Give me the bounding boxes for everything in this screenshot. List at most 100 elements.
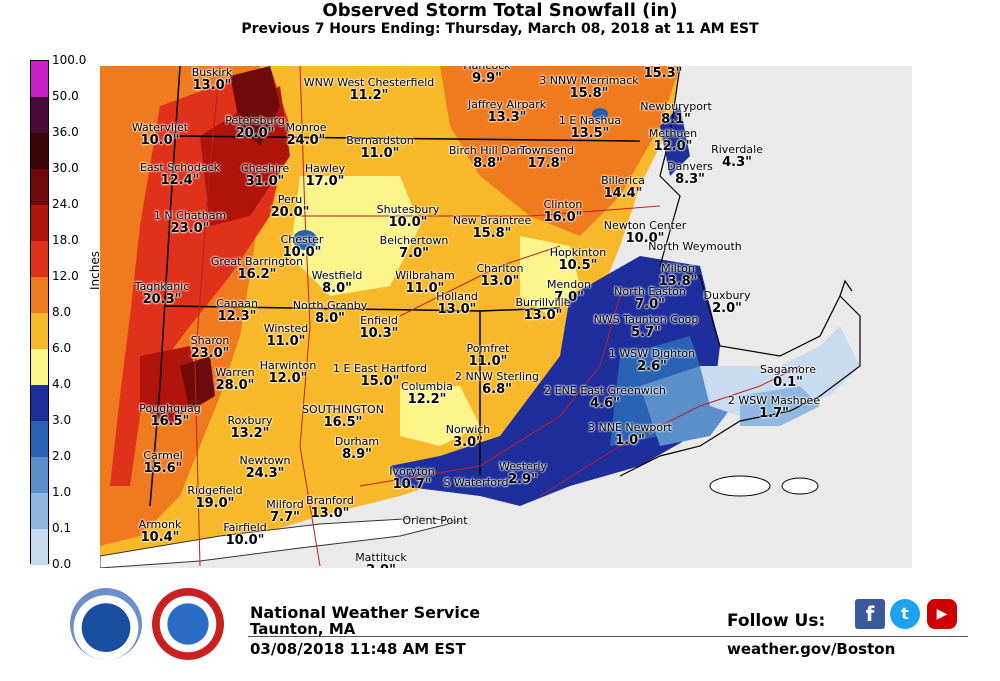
station-name: Roxbury	[227, 414, 273, 427]
station-name: Branford	[306, 494, 354, 507]
station-value: 11.0"	[468, 354, 508, 369]
legend-band	[31, 349, 48, 385]
station-name: Sharon	[190, 334, 230, 347]
station-value: 13.5"	[570, 126, 610, 141]
legend-band	[31, 385, 48, 421]
station-value: 13.0"	[310, 506, 350, 521]
facebook-icon[interactable]: f	[855, 599, 885, 629]
follow-us-label: Follow Us:	[727, 611, 826, 631]
station-value: 17.8"	[527, 156, 567, 171]
station-label: North Granby 8.0"	[293, 299, 368, 326]
station-name: Westfield	[311, 269, 363, 282]
station-value: 2.6"	[637, 359, 667, 374]
station-label: Durham 8.9"	[335, 435, 379, 462]
station-name: 2 NNW Sterling	[455, 370, 539, 383]
station-value: 6.8"	[482, 382, 512, 397]
station-name: New Braintree	[452, 214, 532, 227]
station-name: Columbia	[401, 380, 453, 393]
station-label: 1 E East Hartford 15.0"	[333, 362, 427, 389]
station-label: SOUTHINGTON 16.5"	[302, 403, 384, 430]
station-label: Armonk 10.4"	[139, 518, 182, 545]
station-label: 2 ENE East Greenwich 4.6"	[544, 384, 666, 411]
station-value: 8.8"	[473, 156, 503, 171]
station-name: Great Barrington	[210, 255, 304, 268]
legend-tick-label: 12.0	[52, 269, 79, 283]
station-label: Monroe 24.0"	[286, 121, 327, 148]
station-value: 8.0"	[315, 311, 345, 326]
twitter-icon[interactable]: t	[890, 599, 920, 629]
station-value: 2.9"	[508, 472, 538, 487]
station-value: 12.3"	[217, 309, 257, 324]
station-value: 10.4"	[140, 530, 180, 545]
station-label: 3 NNE Newport 1.0"	[588, 421, 672, 448]
station-name: Bernardston	[346, 134, 414, 147]
station-label: Norwich 3.0"	[446, 423, 491, 450]
station-name: WNW West Chesterfield	[303, 76, 435, 89]
station-name: Pomfret	[466, 342, 510, 355]
station-label: Milton 13.8"	[659, 262, 698, 289]
station-name: Norwich	[445, 423, 491, 436]
station-name: Belchertown	[379, 234, 449, 247]
station-label: Pomfret 11.0"	[467, 342, 510, 369]
station-label: Warren 28.0"	[215, 366, 254, 393]
legend-band	[31, 421, 48, 457]
station-value: 16.2"	[237, 267, 277, 282]
station-label: Ivoryton 10.7"	[389, 465, 435, 492]
issued-time: 03/08/2018 11:48 AM EST	[250, 640, 466, 658]
youtube-icon[interactable]: ▶	[927, 599, 957, 629]
legend-tick-label: 4.0	[52, 377, 72, 391]
station-value: 15.3"	[643, 66, 683, 81]
station-label: Newtown 24.3"	[239, 454, 290, 481]
legend-band	[31, 169, 48, 205]
station-value: 8.3"	[675, 172, 705, 187]
station-name: S Waterford	[443, 476, 509, 489]
legend-band	[31, 97, 48, 133]
website-link[interactable]: weather.gov/Boston	[727, 640, 896, 658]
station-label: East Schodack 12.4"	[140, 161, 220, 188]
station-value: 5.7"	[631, 325, 661, 340]
station-name: 3 NNW Merrimack	[539, 74, 639, 87]
station-value: 13.2"	[230, 426, 270, 441]
station-name: SOUTHINGTON	[302, 403, 384, 416]
station-name: Hopkinton	[549, 246, 607, 259]
station-name: Hawley	[304, 162, 346, 175]
station-value: 23.0"	[170, 221, 210, 236]
station-label: 1 E Nashua 13.5"	[559, 114, 621, 141]
station-name: Burrillville	[515, 296, 571, 309]
station-label: 2 NNW Sterling 6.8"	[455, 370, 539, 397]
station-value: 10.5"	[558, 258, 598, 273]
station-label: Taghkanic 20.3"	[135, 280, 190, 307]
station-name: Riverdale	[711, 143, 763, 156]
station-label: Mendon 7.0"	[547, 278, 591, 305]
station-label: NWS Taunton Coop 5.7"	[594, 313, 699, 340]
station-value: 10.0"	[388, 215, 428, 230]
station-name: 3 NNE Newport	[588, 421, 672, 434]
station-label: Jaffrey Airpark 13.3"	[468, 98, 546, 125]
map-title: Observed Storm Total Snowfall (in)	[322, 0, 678, 21]
station-name: Mendon	[547, 278, 591, 291]
station-label: Canaan 12.3"	[216, 297, 258, 324]
station-name: Peru	[277, 193, 303, 206]
station-label: Shutesbury 10.0"	[377, 203, 440, 230]
station-name: Shutesbury	[376, 203, 440, 216]
station-name: Durham	[334, 435, 380, 448]
noaa-logo	[70, 588, 142, 660]
station-value: 24.3"	[245, 466, 285, 481]
station-name: Enfield	[360, 314, 398, 327]
legend-tick-label: 3.0	[52, 413, 72, 427]
station-label: Petersburg 20.0"	[225, 114, 285, 141]
station-value: 11.0"	[360, 146, 400, 161]
station-label: Bernardston 11.0"	[346, 134, 413, 161]
station-name: North Weymouth	[648, 240, 742, 253]
station-value: 0.1"	[773, 375, 803, 390]
station-name: Canaan	[216, 297, 258, 310]
station-value: 8.1"	[661, 112, 691, 127]
station-value: 4.6"	[590, 396, 620, 411]
station-value: 28.0"	[215, 378, 255, 393]
station-value: 20.0"	[235, 126, 275, 141]
station-label: 2 E Brentwood15.3"	[623, 66, 703, 81]
station-value: 8.9"	[342, 447, 372, 462]
station-value: 9.9"	[472, 71, 502, 86]
station-name: Poughquag	[139, 402, 201, 415]
